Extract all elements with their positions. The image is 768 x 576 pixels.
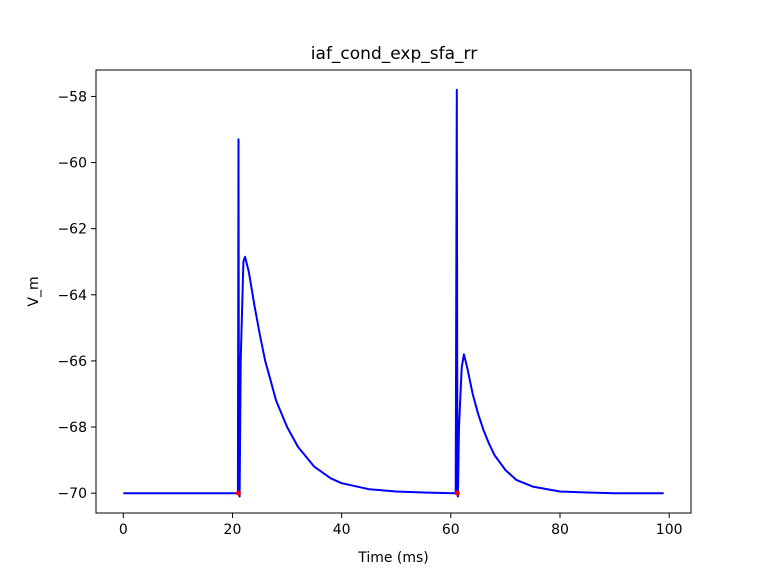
y-tick-label: −68: [57, 420, 87, 436]
spike-marker-1: [454, 490, 460, 496]
y-tick-label: −58: [57, 89, 87, 105]
x-tick-label: 20: [224, 522, 242, 538]
y-tick-label: −60: [57, 156, 87, 172]
axis-ticks: 0 20 40 60 80 100 −58 −60 −62 −64 −66 −68 −70: [57, 89, 682, 538]
y-tick-label: −66: [57, 354, 87, 370]
plot-frame: [95, 69, 692, 514]
x-tick-label: 60: [442, 522, 460, 538]
spike-marker-0: [235, 490, 241, 496]
x-tick-label: 100: [656, 522, 683, 538]
x-axis-label: Time (ms): [357, 550, 429, 566]
x-tick-label: 80: [551, 522, 569, 538]
y-tick-label: −64: [57, 288, 87, 304]
x-tick-label: 40: [333, 522, 351, 538]
x-tick-label: 0: [119, 522, 128, 538]
y-tick-label: −70: [57, 486, 87, 502]
y-tick-label: −62: [57, 222, 87, 238]
chart-title: iaf_cond_exp_sfa_rr: [311, 44, 477, 64]
plot-area: [123, 88, 664, 498]
y-axis-label: V_m: [26, 276, 42, 306]
voltage-trace-line-0: [123, 88, 664, 498]
